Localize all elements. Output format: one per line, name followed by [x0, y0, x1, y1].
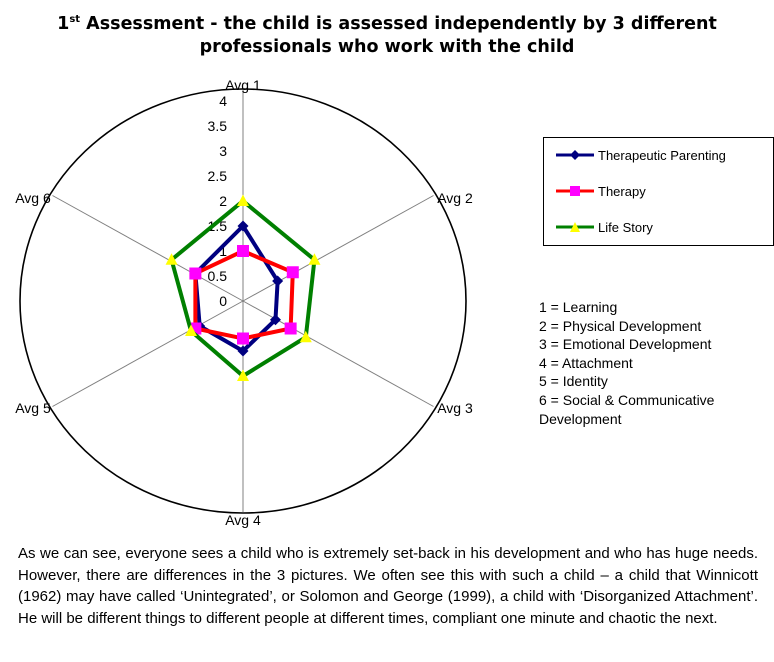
caption-text: As we can see, everyone sees a child who… — [18, 545, 758, 627]
point-life-story-2 — [308, 253, 321, 265]
key-item-1: 1 = Learning — [539, 299, 618, 315]
tick-label: 3.5 — [208, 118, 228, 134]
category-label-3: Avg 3 — [437, 400, 473, 416]
key-item-3: 3 = Emotional Development — [539, 336, 712, 353]
category-label-1: Avg 1 — [225, 77, 261, 93]
key-item-5: 5 = Identity — [539, 373, 608, 390]
legend-item-therapeutic-parenting: Therapeutic Parenting — [556, 146, 726, 164]
tick-label: 3 — [219, 143, 227, 159]
spoke-6 — [52, 195, 244, 302]
category-label-6: Avg 6 — [15, 190, 51, 206]
spoke-3 — [242, 300, 434, 407]
point-life-story-3 — [299, 330, 312, 343]
page-title: 1st Assessment - the child is assessed i… — [0, 8, 774, 59]
series-life-story — [165, 194, 321, 381]
legend-item-therapy: Therapy — [556, 182, 646, 200]
point-therapeutic-parenting-3 — [269, 314, 281, 326]
chart-outer-circle — [19, 88, 467, 514]
point-therapy-3 — [284, 322, 297, 335]
title-ordinal-suffix: st — [69, 14, 81, 25]
point-life-story-5 — [185, 324, 198, 336]
legend-swatch-therapeutic-parenting — [556, 150, 594, 160]
point-therapy-1 — [237, 245, 249, 257]
point-life-story-4 — [237, 369, 249, 381]
point-therapy-6 — [189, 267, 202, 280]
category-label-5: Avg 5 — [15, 400, 51, 416]
key-item-6: 6 = Social & Communicative Development — [539, 391, 715, 427]
tick-label: 1 — [219, 243, 227, 259]
category-key: 1 = Learning 2 = Physical Development 3 … — [539, 298, 769, 428]
point-life-story-6 — [165, 253, 178, 265]
spoke-2 — [242, 195, 434, 302]
tick-label: 0.5 — [208, 268, 228, 284]
key-item-2: 2 = Physical Development — [539, 317, 702, 334]
legend-label-life-story: Life Story — [598, 219, 653, 235]
point-life-story-1 — [237, 194, 249, 206]
category-label-2: Avg 2 — [437, 190, 473, 206]
tick-label: 1.5 — [208, 218, 228, 234]
tick-label: 2 — [219, 193, 227, 209]
legend-swatch-life-story — [556, 222, 594, 232]
legend-label-therapy: Therapy — [598, 183, 646, 199]
spoke-5 — [52, 300, 244, 407]
chart-legend: Therapeutic Parenting Therapy Life Story — [543, 137, 774, 246]
radar-chart: 0 0.5 1 1.5 2 2.5 3 3.5 4 Avg 1 Avg 2 Avg 3 Avg 4 Av… — [15, 77, 473, 528]
tick-label: 4 — [219, 93, 227, 109]
key-item-4: 4 = Attachment — [539, 354, 633, 371]
point-therapeutic-parenting-2 — [272, 275, 284, 287]
legend-swatch-therapy — [556, 186, 594, 196]
tick-label: 2.5 — [208, 168, 228, 184]
point-therapy-2 — [286, 266, 299, 279]
legend-label-therapeutic-parenting: Therapeutic Parenting — [598, 147, 726, 163]
point-therapeutic-parenting-4 — [237, 345, 249, 357]
title-ordinal: 1 — [57, 13, 70, 34]
legend-item-life-story: Life Story — [556, 218, 653, 236]
title-text: Assessment - the child is assessed indep… — [80, 13, 717, 57]
category-label-4: Avg 4 — [225, 512, 261, 528]
point-therapeutic-parenting-1 — [237, 220, 249, 232]
point-therapy-4 — [237, 332, 249, 345]
tick-label: 0 — [219, 293, 227, 309]
series-therapy — [189, 245, 299, 345]
